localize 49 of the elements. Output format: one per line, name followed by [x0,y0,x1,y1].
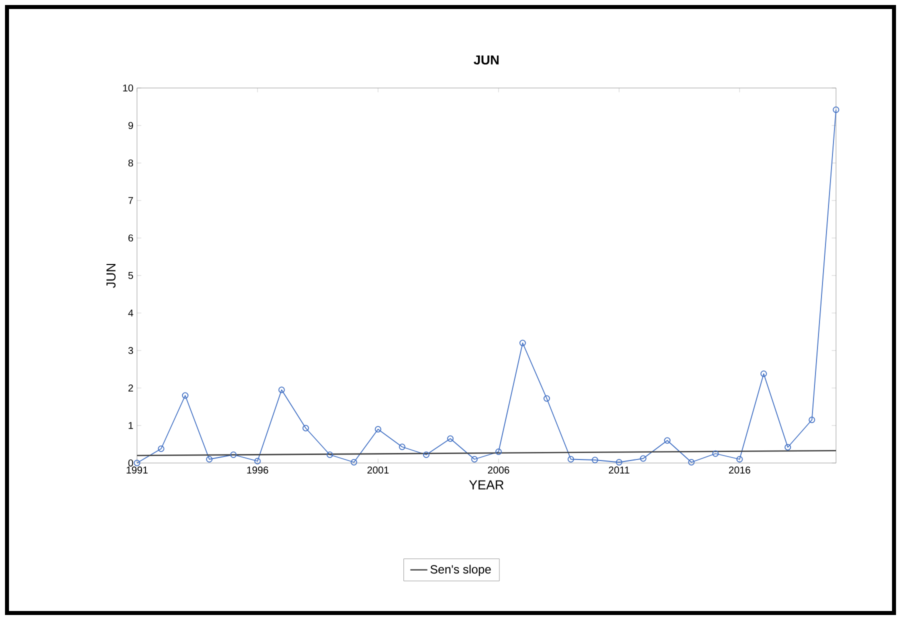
point [374,426,382,432]
y-tick-label: 10 [123,84,134,92]
point [447,435,454,442]
point [350,459,358,466]
point [712,450,719,457]
y-tick-label: 1 [128,422,134,429]
point [398,444,406,450]
x-tick-label: 2011 [608,466,630,474]
x-tick-label: 1991 [126,466,148,474]
y-tick-label: 6 [128,234,134,242]
point [302,424,309,432]
point [688,459,695,466]
point [808,416,816,424]
point [760,370,767,377]
point [592,456,598,464]
point [230,452,237,458]
chart-title: JUN [474,55,499,64]
point [254,458,261,464]
point [736,456,743,462]
point [664,437,671,444]
point [326,452,334,458]
point [206,456,213,462]
point [784,444,792,450]
legend-label: Sen's slope [430,564,491,576]
point [471,456,478,462]
point [182,392,188,399]
y-tick-label: 2 [128,384,133,392]
point [519,340,526,346]
y-tick-label: 9 [128,122,134,130]
point [495,448,502,455]
y-tick-label: 5 [128,272,134,279]
point [640,455,646,462]
y-tick-label: 8 [128,159,134,167]
x-tick-label: 1996 [247,466,268,474]
y-axis-title: JUN [106,264,116,288]
point [158,446,164,452]
point [278,386,285,394]
point [544,395,550,402]
x-tick-label: 2006 [488,466,510,474]
x-axis-title: YEAR [469,480,504,490]
point [616,459,622,466]
y-tick-label: 7 [128,197,133,204]
point [568,456,574,462]
x-tick-label: 2001 [367,466,389,474]
y-tick-label: 4 [128,310,134,316]
y-tick-label: 0 [128,459,134,467]
y-tick-label: 3 [128,346,134,354]
point [423,452,430,458]
x-tick-label: 2016 [729,466,750,474]
